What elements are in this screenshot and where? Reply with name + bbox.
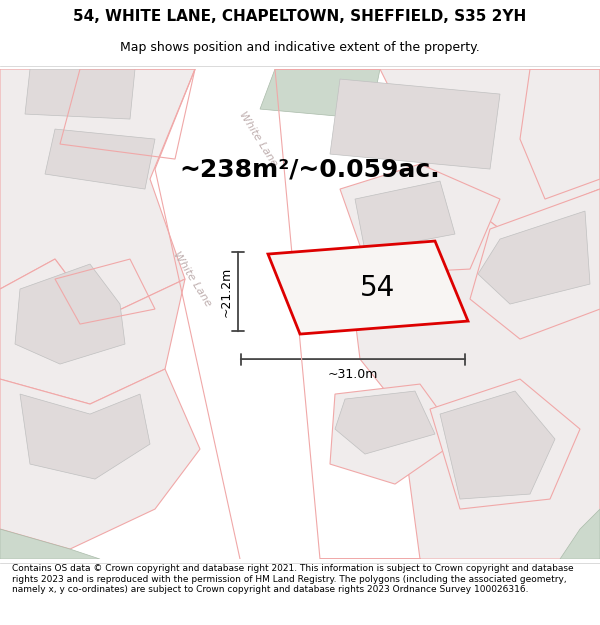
Text: White Lane: White Lane bbox=[171, 250, 213, 308]
Text: ~31.0m: ~31.0m bbox=[328, 368, 378, 381]
Text: Contains OS data © Crown copyright and database right 2021. This information is : Contains OS data © Crown copyright and d… bbox=[12, 564, 574, 594]
Polygon shape bbox=[478, 211, 590, 304]
Polygon shape bbox=[355, 181, 455, 251]
Text: ~21.2m: ~21.2m bbox=[220, 266, 233, 317]
Polygon shape bbox=[440, 391, 555, 499]
Polygon shape bbox=[0, 69, 195, 319]
Polygon shape bbox=[335, 391, 435, 454]
Polygon shape bbox=[330, 384, 460, 484]
Polygon shape bbox=[195, 69, 320, 559]
Polygon shape bbox=[45, 129, 155, 189]
Polygon shape bbox=[275, 69, 600, 229]
Polygon shape bbox=[0, 529, 100, 559]
Text: 54, WHITE LANE, CHAPELTOWN, SHEFFIELD, S35 2YH: 54, WHITE LANE, CHAPELTOWN, SHEFFIELD, S… bbox=[73, 9, 527, 24]
Polygon shape bbox=[268, 241, 468, 334]
Polygon shape bbox=[15, 264, 125, 364]
Polygon shape bbox=[25, 69, 135, 119]
Text: ~238m²/~0.059ac.: ~238m²/~0.059ac. bbox=[179, 157, 440, 181]
Polygon shape bbox=[0, 369, 200, 549]
Polygon shape bbox=[330, 79, 500, 169]
Polygon shape bbox=[260, 69, 380, 119]
Text: Map shows position and indicative extent of the property.: Map shows position and indicative extent… bbox=[120, 41, 480, 54]
Polygon shape bbox=[340, 164, 500, 274]
Polygon shape bbox=[20, 394, 150, 479]
Polygon shape bbox=[320, 179, 600, 559]
Polygon shape bbox=[560, 509, 600, 559]
Polygon shape bbox=[0, 259, 185, 404]
Polygon shape bbox=[470, 189, 600, 339]
Text: White Lane: White Lane bbox=[237, 110, 279, 168]
Text: 54: 54 bbox=[360, 274, 395, 301]
Polygon shape bbox=[430, 379, 580, 509]
